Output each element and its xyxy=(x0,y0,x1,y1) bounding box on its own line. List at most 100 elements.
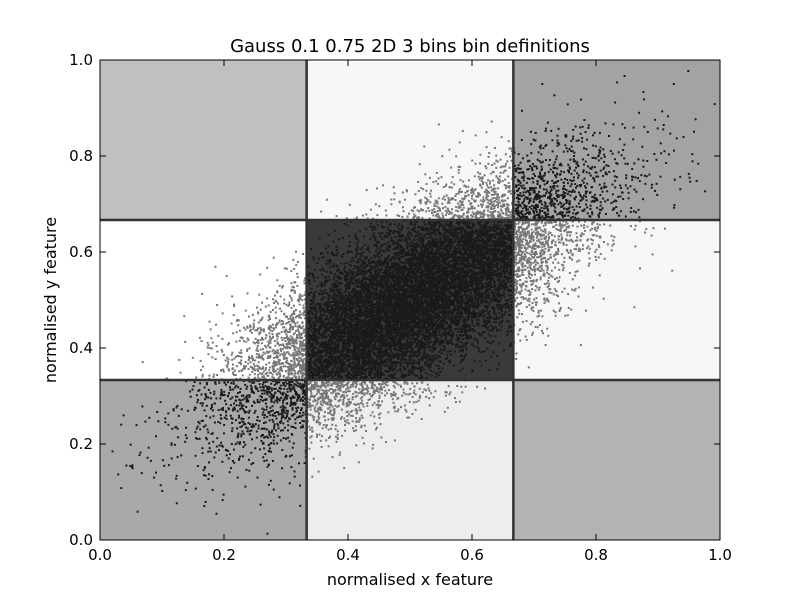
scatter-point xyxy=(219,397,222,400)
scatter-point xyxy=(377,255,380,258)
scatter-point xyxy=(382,360,385,363)
scatter-point xyxy=(351,330,354,333)
scatter-point xyxy=(560,202,563,205)
scatter-point xyxy=(375,241,378,244)
scatter-point xyxy=(299,313,302,316)
scatter-point xyxy=(333,272,336,275)
scatter-point xyxy=(225,275,228,278)
scatter-point xyxy=(342,294,345,297)
scatter-point xyxy=(258,333,261,336)
scatter-point xyxy=(318,370,321,373)
scatter-point xyxy=(221,350,224,353)
scatter-point xyxy=(574,125,577,128)
scatter-point xyxy=(555,228,558,230)
scatter-point xyxy=(533,279,536,282)
scatter-point xyxy=(540,255,543,258)
scatter-point xyxy=(520,273,523,276)
scatter-point xyxy=(398,369,401,371)
scatter-point xyxy=(383,286,385,289)
scatter-point xyxy=(386,235,389,238)
scatter-point xyxy=(485,167,488,170)
scatter-point xyxy=(431,292,434,294)
scatter-point xyxy=(227,368,230,371)
scatter-point xyxy=(471,159,474,162)
scatter-point xyxy=(364,392,367,395)
scatter-point xyxy=(510,147,512,150)
scatter-point xyxy=(351,327,354,330)
scatter-point xyxy=(544,344,547,346)
scatter-point xyxy=(516,253,519,256)
scatter-point xyxy=(310,356,313,359)
scatter-point xyxy=(367,268,370,271)
scatter-point xyxy=(255,430,258,433)
scatter-point xyxy=(524,250,527,253)
scatter-point xyxy=(414,281,417,284)
scatter-point xyxy=(537,311,540,314)
scatter-point xyxy=(542,332,544,335)
scatter-point xyxy=(499,208,502,211)
scatter-point xyxy=(172,408,175,411)
scatter-point xyxy=(536,286,539,289)
scatter-point xyxy=(459,188,461,191)
scatter-point xyxy=(479,253,482,256)
scatter-point xyxy=(530,283,533,286)
scatter-point xyxy=(500,310,503,313)
scatter-point xyxy=(439,356,441,359)
scatter-point xyxy=(212,376,215,378)
scatter-point xyxy=(492,329,495,332)
scatter-point xyxy=(567,163,570,166)
scatter-point xyxy=(461,338,464,341)
scatter-point xyxy=(375,288,378,291)
scatter-point xyxy=(550,240,553,243)
scatter-point xyxy=(651,183,653,186)
scatter-point xyxy=(542,230,544,233)
scatter-point xyxy=(267,483,270,486)
scatter-point xyxy=(567,214,570,217)
scatter-point xyxy=(539,144,542,147)
scatter-point xyxy=(322,292,325,295)
scatter-point xyxy=(362,386,364,389)
scatter-point xyxy=(266,532,269,535)
scatter-point xyxy=(539,276,542,279)
scatter-point xyxy=(552,255,555,258)
scatter-point xyxy=(556,134,559,137)
scatter-point xyxy=(457,289,460,292)
scatter-point xyxy=(360,353,362,356)
scatter-point xyxy=(411,335,414,338)
scatter-point xyxy=(312,373,315,375)
scatter-point xyxy=(301,426,304,429)
scatter-point xyxy=(510,297,513,300)
scatter-point xyxy=(419,348,422,351)
scatter-point xyxy=(587,124,590,127)
scatter-point xyxy=(345,350,348,353)
scatter-point xyxy=(501,180,504,183)
scatter-point xyxy=(322,424,325,427)
scatter-point xyxy=(461,346,464,348)
scatter-point xyxy=(330,352,333,354)
scatter-point xyxy=(424,306,427,308)
scatter-point xyxy=(281,339,284,342)
scatter-point xyxy=(312,386,315,388)
scatter-point xyxy=(587,264,590,267)
scatter-point xyxy=(378,252,381,255)
scatter-point xyxy=(516,316,519,319)
scatter-point xyxy=(389,346,392,349)
scatter-point xyxy=(474,237,477,240)
scatter-point xyxy=(366,323,369,326)
scatter-point xyxy=(352,303,355,306)
scatter-point xyxy=(545,127,547,130)
scatter-point xyxy=(370,296,373,299)
scatter-point xyxy=(373,254,376,257)
scatter-point xyxy=(516,280,519,283)
scatter-point xyxy=(242,418,245,420)
scatter-point xyxy=(293,304,295,307)
scatter-point xyxy=(410,248,413,251)
scatter-point xyxy=(426,376,429,379)
scatter-point xyxy=(282,411,285,414)
scatter-point xyxy=(460,306,463,308)
scatter-point xyxy=(355,376,358,378)
scatter-point xyxy=(245,468,248,471)
scatter-point xyxy=(387,289,390,292)
scatter-point xyxy=(444,205,447,208)
scatter-point xyxy=(183,315,186,318)
